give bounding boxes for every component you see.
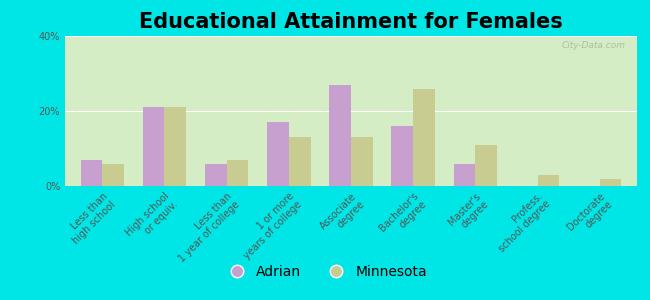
Bar [164, 107, 187, 186]
Bar [600, 178, 621, 186]
Bar [538, 175, 559, 186]
Bar [330, 85, 351, 186]
Bar [205, 164, 227, 186]
Bar [227, 160, 248, 186]
Text: City-Data.com: City-Data.com [562, 40, 625, 50]
Bar [413, 88, 435, 186]
Bar [454, 164, 475, 186]
Legend: Adrian, Minnesota: Adrian, Minnesota [217, 259, 433, 284]
Bar [267, 122, 289, 186]
Bar [289, 137, 311, 186]
Bar [391, 126, 413, 186]
Bar [143, 107, 164, 186]
Bar [102, 164, 124, 186]
Bar [475, 145, 497, 186]
Title: Educational Attainment for Females: Educational Attainment for Females [139, 12, 563, 32]
Bar [351, 137, 372, 186]
Bar [81, 160, 102, 186]
